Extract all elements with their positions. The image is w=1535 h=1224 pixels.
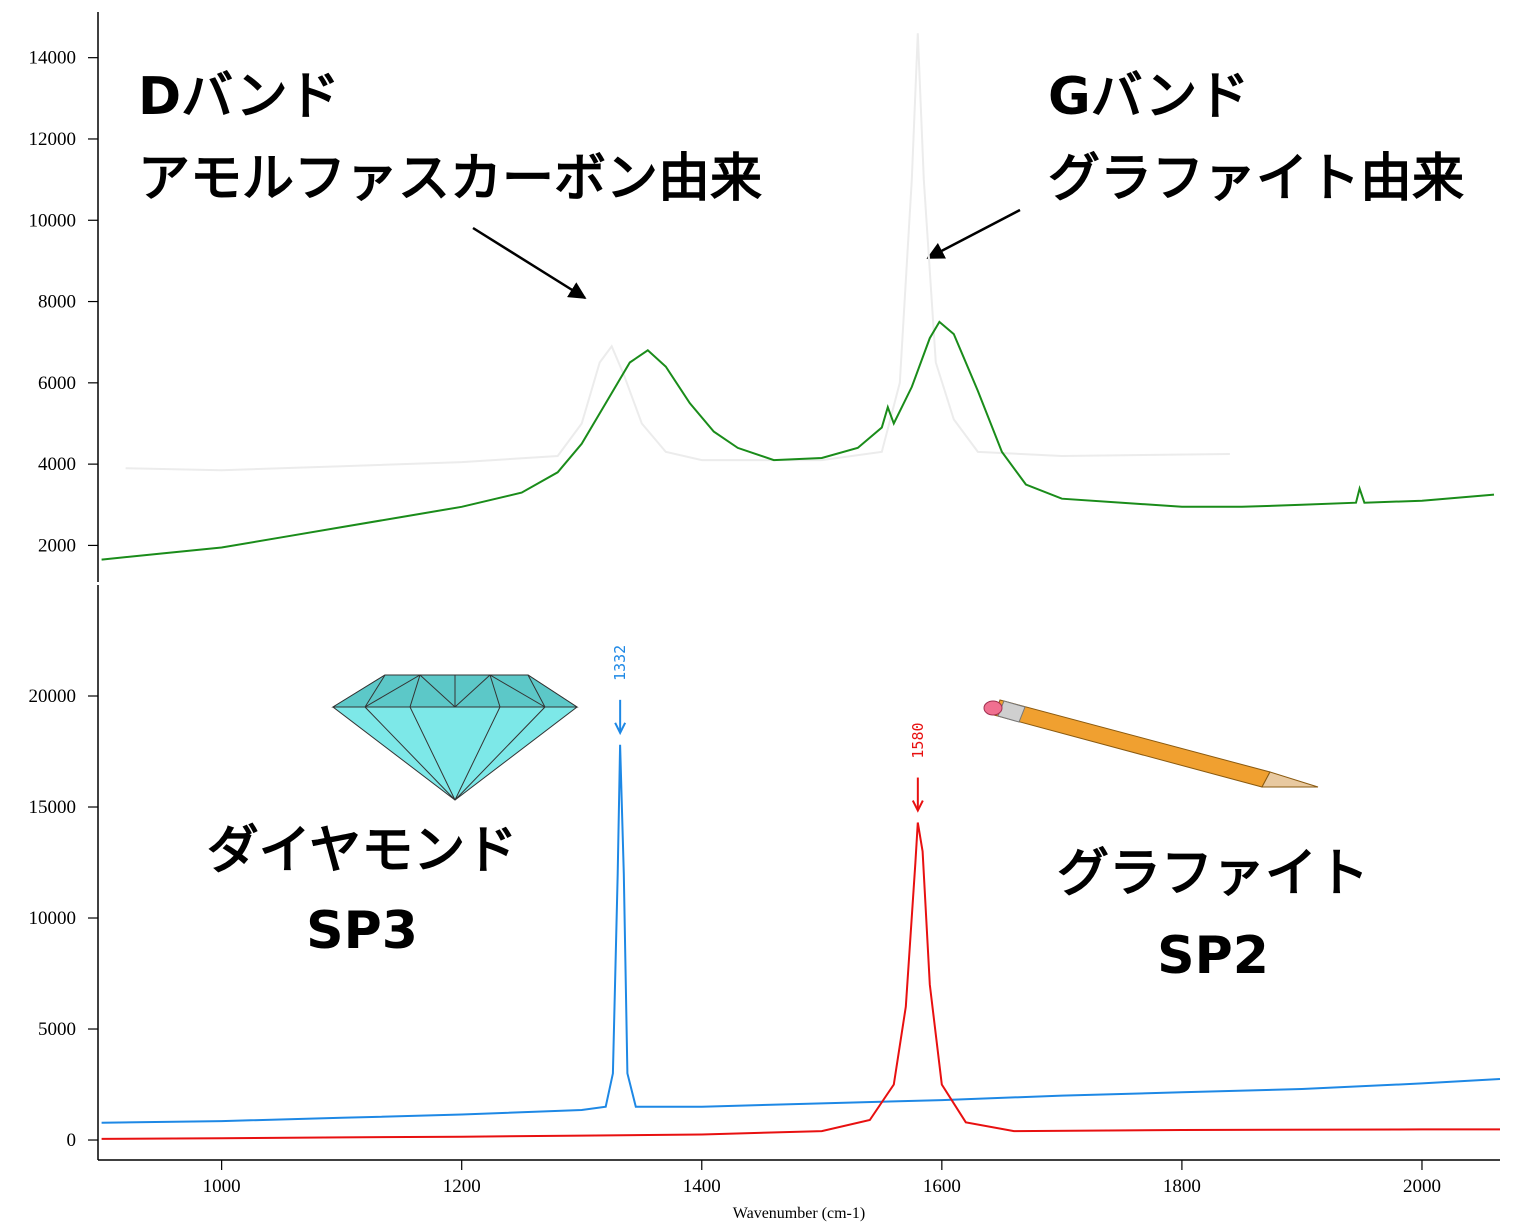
y-tick-label: 2000: [38, 535, 76, 556]
spectrum-line: [101, 320, 1495, 561]
spectrum-line: [101, 744, 1501, 1124]
d-band-arrow: [472, 226, 587, 300]
y-tick-label: 12000: [29, 129, 77, 150]
annotation: グラファイト: [1057, 844, 1369, 904]
annotation: Dバンド: [138, 67, 340, 127]
y-tick-label: 5000: [38, 1019, 76, 1040]
peak-arrow-head: [911, 800, 924, 813]
annotation: SP3: [306, 901, 418, 961]
y-tick-label: 6000: [38, 373, 76, 394]
spectrum-line: [101, 822, 1500, 1140]
annotation: ダイヤモンド: [207, 821, 517, 881]
annotation: アモルファスカーボン由来: [138, 149, 762, 209]
x-tick-label: 1800: [1163, 1176, 1201, 1197]
y-tick-label: 14000: [29, 48, 77, 69]
y-tick-label: 10000: [29, 908, 77, 929]
annotation: グラファイト由来: [1048, 149, 1464, 209]
y-tick-label: 20000: [29, 686, 77, 707]
annotation: Gバンド: [1048, 67, 1249, 127]
y-tick-label: 0: [67, 1130, 77, 1151]
g-band-arrow: [926, 208, 1021, 260]
diamond-icon: [331, 674, 579, 801]
x-tick-label: 1400: [683, 1176, 721, 1197]
y-tick-label: 15000: [29, 797, 77, 818]
pencil-icon: [983, 699, 1319, 788]
x-tick-label: 2000: [1403, 1176, 1441, 1197]
peak-arrow-head: [614, 722, 627, 736]
x-tick-label: 1600: [923, 1176, 961, 1197]
peak-label: 1332: [611, 645, 629, 681]
x-tick-label: 1200: [443, 1176, 481, 1197]
peak-label: 1580: [909, 722, 927, 758]
annotation: SP2: [1157, 926, 1269, 986]
x-axis-label: Wavenumber (cm-1): [733, 1205, 865, 1222]
x-tick-label: 1000: [203, 1176, 241, 1197]
y-tick-label: 4000: [38, 454, 76, 475]
y-tick-label: 8000: [38, 292, 76, 313]
y-tick-label: 10000: [29, 210, 77, 231]
spectrum-line: [125, 33, 1230, 472]
